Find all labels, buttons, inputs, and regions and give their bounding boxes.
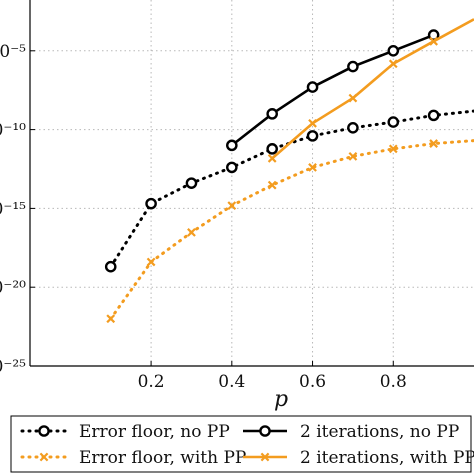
y-tick-label: 10⁻⁵: [0, 42, 26, 62]
legend-marker: [39, 452, 49, 462]
legend-label: Error floor, no PP: [79, 422, 230, 442]
marker-stroke: [39, 452, 49, 462]
series-line: [109, 139, 474, 321]
marker-stroke: [227, 201, 237, 211]
legend-item: 2 iterations, with PP: [243, 448, 474, 468]
data-point: [267, 180, 277, 190]
data-point: [104, 260, 117, 273]
axes: [29, 0, 474, 367]
legend-marker: [259, 425, 271, 437]
marker-stroke: [146, 257, 156, 267]
y-tick-label: 10⁻²⁵: [0, 357, 26, 377]
marker-stroke: [260, 452, 270, 462]
legend-marker: [260, 452, 270, 462]
y-tick-label: 10⁻²⁰: [0, 278, 26, 298]
series-0: [104, 109, 474, 273]
data-point: [106, 314, 116, 324]
y-tick-label: 10⁻¹⁰: [0, 121, 26, 141]
legend-box: [10, 415, 472, 473]
data-point: [347, 122, 359, 134]
data-point: [266, 108, 278, 120]
data-point: [347, 60, 359, 73]
legend-item: 2 iterations, no PP: [243, 422, 459, 442]
legend-marker: [38, 425, 50, 437]
legend-item: Error floor, with PP: [20, 448, 246, 468]
marker-stroke: [308, 118, 317, 128]
data-point: [266, 143, 278, 155]
marker-stroke: [187, 228, 196, 237]
data-point: [387, 45, 400, 57]
marker-stroke: [429, 36, 439, 46]
data-point: [429, 36, 439, 46]
series-layer: [104, 18, 474, 324]
legend: Error floor, no PP Error floor, with PP 2 …: [10, 415, 474, 473]
data-point: [427, 109, 440, 122]
data-point: [306, 81, 319, 93]
series-line: [271, 18, 474, 160]
series-line: [109, 109, 474, 269]
marker-stroke: [348, 151, 358, 161]
series-3: [267, 18, 474, 163]
data-point: [185, 177, 198, 189]
series-1: [106, 139, 474, 324]
marker-stroke: [348, 93, 358, 103]
marker-stroke: [308, 163, 317, 172]
data-point: [308, 118, 317, 128]
marker-stroke: [106, 314, 116, 324]
data-point: [226, 139, 238, 152]
tick-labels: 0.2 0.4 0.6 0.8 10⁻⁵ 10⁻¹⁰ 10⁻¹⁵ 10⁻²⁰ 10⁻²⁵: [0, 42, 407, 392]
marker-stroke: [267, 153, 277, 163]
data-point: [348, 93, 358, 103]
data-point: [146, 257, 156, 267]
series-line: [231, 33, 435, 147]
x-tick-label: 0.6: [299, 372, 326, 392]
data-point: [145, 197, 157, 210]
legend-item: Error floor, no PP: [20, 422, 230, 442]
x-tick-label: 0.2: [138, 372, 165, 392]
data-point: [388, 144, 398, 154]
marker-stroke: [388, 59, 398, 69]
legend-label: 2 iterations, no PP: [300, 422, 459, 442]
x-tick-label: 0.8: [380, 372, 407, 392]
data-point: [427, 29, 440, 41]
y-tick-label: 10⁻¹⁵: [0, 199, 26, 219]
data-point: [308, 163, 317, 172]
x-axis-label: p: [274, 387, 288, 412]
x-tick-label: 0.4: [218, 372, 245, 392]
data-point: [187, 228, 196, 237]
data-point: [227, 201, 237, 211]
data-point: [387, 116, 400, 128]
series-2: [226, 29, 440, 152]
data-point: [306, 130, 319, 142]
data-point: [348, 151, 358, 161]
legend-label: Error floor, with PP: [79, 448, 246, 468]
data-point: [429, 139, 439, 148]
data-point: [267, 153, 277, 163]
data-point: [388, 59, 398, 69]
marker-stroke: [388, 144, 398, 154]
marker-stroke: [267, 180, 277, 190]
marker-stroke: [429, 139, 439, 148]
legend-label: 2 iterations, with PP: [300, 448, 474, 468]
data-point: [226, 161, 238, 174]
